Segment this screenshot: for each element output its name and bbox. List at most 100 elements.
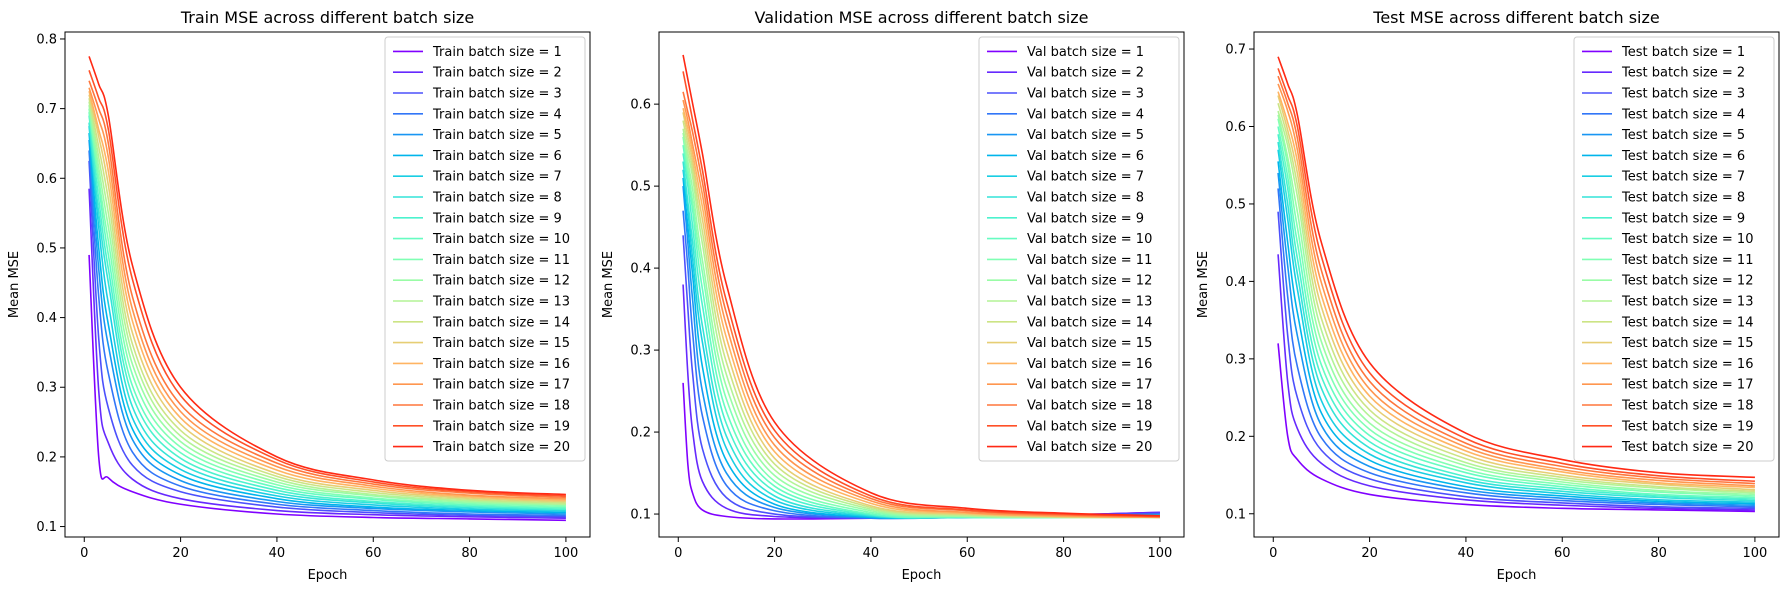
series-line-1 [1277, 343, 1755, 513]
series-line-14 [88, 98, 566, 504]
y-tick-label: 0.6 [36, 172, 57, 187]
y-tick-label: 0.8 [36, 32, 57, 47]
legend-box [978, 36, 1180, 462]
x-tick-label: 40 [863, 546, 880, 561]
legend-entry: Train batch size = 11 [432, 253, 570, 268]
legend-entry: Val batch size = 18 [1027, 399, 1152, 414]
x-tick-label: 0 [674, 546, 682, 561]
legend-entry: Val batch size = 17 [1027, 378, 1152, 393]
x-axis-label: Epoch [902, 568, 942, 583]
axes-frame [658, 31, 1185, 538]
x-tick-label: 40 [269, 546, 286, 561]
series-line-11 [88, 108, 566, 508]
y-tick-label: 0.4 [1225, 275, 1246, 290]
chart-panel-1: Train MSE across different batch size 0 20… [7, 8, 591, 583]
y-tick-label: 0.6 [630, 98, 651, 113]
series-line-16 [1277, 91, 1755, 489]
series-line-9 [88, 115, 566, 510]
legend-entry: Train batch size = 7 [432, 170, 562, 185]
x-axis-label: Epoch [1497, 568, 1537, 583]
legend-entry: Val batch size = 13 [1027, 295, 1152, 310]
series-line-1 [88, 254, 566, 522]
y-tick-label: 0.5 [630, 180, 651, 195]
series-line-20 [88, 56, 566, 496]
legend-entry: Test batch size = 2 [1621, 66, 1745, 81]
legend-entry: Train batch size = 9 [432, 211, 562, 226]
legend-entry: Train batch size = 2 [432, 66, 562, 81]
y-tick-label: 0.4 [630, 262, 651, 277]
series-line-19 [682, 71, 1160, 518]
series-line-3 [88, 160, 566, 518]
y-tick-label: 0.7 [1225, 43, 1246, 58]
chart-title: Validation MSE across different batch si… [755, 8, 1089, 27]
axes-frame [64, 31, 591, 538]
legend-entry: Test batch size = 4 [1621, 107, 1745, 122]
legend: Train batch size = 1 Train batch size = 2… [384, 36, 586, 462]
x-tick-label: 80 [1055, 546, 1072, 561]
legend-entry: Val batch size = 8 [1027, 191, 1144, 206]
series-lines [682, 54, 1160, 520]
series-lines [1277, 56, 1755, 513]
x-tick-label: 0 [80, 546, 88, 561]
x-tick-label: 100 [1743, 546, 1768, 561]
series-line-9 [1277, 134, 1755, 500]
legend-entry: Val batch size = 1 [1027, 45, 1144, 60]
series-line-17 [1277, 83, 1755, 487]
y-tick-label: 0.3 [630, 344, 651, 359]
y-axis-label: Mean MSE [7, 251, 22, 318]
legend-entry: Train batch size = 5 [432, 128, 562, 143]
y-tick-label: 0.2 [630, 426, 651, 441]
legend-entry: Test batch size = 13 [1621, 295, 1753, 310]
legend-entry: Test batch size = 14 [1621, 315, 1753, 330]
series-lines [88, 56, 566, 522]
legend-entry: Train batch size = 19 [432, 419, 570, 434]
series-line-3 [1277, 211, 1755, 510]
series-line-8 [88, 122, 566, 511]
series-line-12 [88, 105, 566, 506]
y-tick-label: 0.1 [36, 520, 57, 535]
y-tick-label: 0.4 [36, 311, 57, 326]
legend-entry: Train batch size = 15 [432, 336, 570, 351]
legend-entry: Val batch size = 20 [1027, 440, 1152, 455]
legend-entry: Train batch size = 1 [432, 45, 562, 60]
legend-entry: Test batch size = 3 [1621, 87, 1745, 102]
series-line-14 [1277, 103, 1755, 493]
x-axis-label: Epoch [308, 568, 348, 583]
legend-entry: Val batch size = 14 [1027, 315, 1152, 330]
x-tick-label: 60 [959, 546, 976, 561]
series-line-18 [682, 91, 1160, 518]
y-tick-label: 0.2 [36, 450, 57, 465]
series-line-11 [1277, 118, 1755, 497]
legend-entry: Test batch size = 5 [1621, 128, 1745, 143]
legend-box [384, 36, 586, 462]
series-line-6 [1277, 161, 1755, 505]
series-line-16 [88, 91, 566, 501]
legend-entry: Test batch size = 19 [1621, 419, 1753, 434]
legend-entry: Train batch size = 14 [432, 315, 570, 330]
series-line-4 [1277, 188, 1755, 508]
series-line-6 [88, 132, 566, 514]
legend-entry: Val batch size = 19 [1027, 419, 1152, 434]
legend-entry: Test batch size = 15 [1621, 336, 1753, 351]
legend-entry: Train batch size = 3 [432, 87, 562, 102]
x-tick-label: 40 [1458, 546, 1475, 561]
legend-entry: Train batch size = 17 [432, 378, 570, 393]
legend-entry: Test batch size = 10 [1621, 232, 1753, 247]
legend-entry: Train batch size = 12 [432, 274, 570, 289]
series-line-17 [88, 87, 566, 500]
legend-entry: Train batch size = 20 [432, 440, 570, 455]
series-line-15 [88, 94, 566, 503]
axes-frame [1253, 31, 1780, 538]
x-tick-label: 20 [172, 546, 189, 561]
series-line-7 [88, 125, 566, 513]
y-tick-label: 0.5 [1225, 197, 1246, 212]
series-line-20 [682, 54, 1160, 517]
legend-entry: Test batch size = 11 [1621, 253, 1753, 268]
y-tick-label: 0.1 [630, 508, 651, 523]
series-line-5 [88, 139, 566, 515]
legend-box [1573, 36, 1775, 462]
series-line-5 [1277, 172, 1755, 507]
legend-entry: Val batch size = 11 [1027, 253, 1152, 268]
legend-entry: Val batch size = 10 [1027, 232, 1152, 247]
